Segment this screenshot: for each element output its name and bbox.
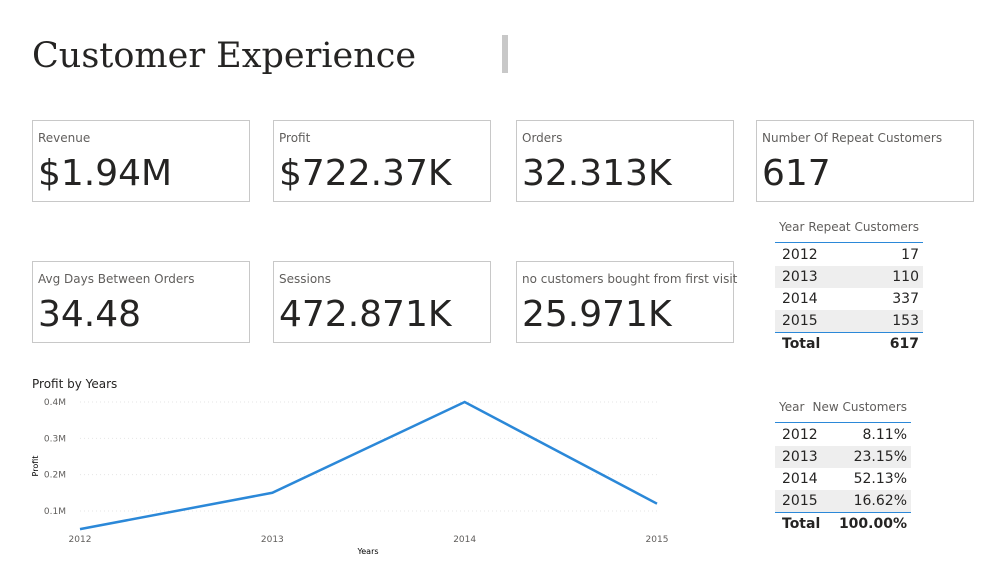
y-tick-label: 0.1M [44,507,66,517]
x-axis-title: Years [356,547,378,556]
kpi-card: Revenue $1.94M [32,120,250,202]
table-cell: 2015 [782,493,818,509]
table-row: 2014 337 [775,288,923,310]
table-cell: 16.62% [853,493,907,509]
table-row: 2013 110 [775,266,923,288]
table-row: 2013 23.15% [775,446,911,468]
table-cell: 2014 [782,291,818,307]
table-row: 2015 153 [775,310,923,332]
y-tick-label: 0.2M [44,471,66,481]
column-header: New Customers [812,400,907,414]
card-label: Orders [522,131,563,145]
page-title: Customer Experience [32,36,417,76]
kpi-card: Orders 32.313K [516,120,734,202]
table-row: 2012 8.11% [775,424,911,446]
table-row: 2014 52.13% [775,468,911,490]
column-header: Year [779,400,805,414]
table-cell: 110 [892,269,919,285]
table-row: 2015 16.62% [775,490,911,512]
table-cell: 52.13% [853,471,907,487]
table-header: Year Repeat Customers [775,216,923,243]
table-cell: 2015 [782,313,818,329]
table-header: Year New Customers [775,396,911,423]
y-axis-title: Profit [31,456,40,477]
card-value: 472.871K [279,294,452,335]
kpi-card: Profit $722.37K [273,120,491,202]
table-cell: 2013 [782,269,818,285]
table-cell: 2012 [782,247,818,263]
card-label: Avg Days Between Orders [38,272,195,286]
card-label: no customers bought from first visit [522,272,738,286]
table-cell: 2012 [782,427,818,443]
chart-title: Profit by Years [32,377,118,391]
divider [502,35,508,73]
table-cell: 17 [901,247,919,263]
x-tick-label: 2014 [453,535,476,545]
y-tick-label: 0.4M [44,398,66,408]
y-tick-label: 0.3M [44,434,66,444]
kpi-card: Number Of Repeat Customers 617 [756,120,974,202]
table-cell: 337 [892,291,919,307]
table-total: Total 100.00% [775,512,911,535]
card-label: Profit [279,131,311,145]
table-cell: 8.11% [862,427,907,443]
total-cell: Total [782,516,821,532]
card-value: 32.313K [522,153,672,194]
card-label: Revenue [38,131,91,145]
table-cell: 23.15% [853,449,907,465]
total-cell: Total [782,336,821,352]
table-row: 2012 17 [775,244,923,266]
table-cell: 153 [892,313,919,329]
kpi-card: Sessions 472.871K [273,261,491,343]
x-tick-label: 2012 [69,535,92,545]
column-header: Repeat Customers [808,220,919,234]
card-value: $722.37K [279,153,452,194]
card-label: Number Of Repeat Customers [762,131,943,145]
table-cell: 2013 [782,449,818,465]
x-tick-label: 2013 [261,535,284,545]
card-value: 25.971K [522,294,672,335]
total-cell: 617 [889,336,919,352]
card-value: $1.94M [38,153,173,194]
line-series [79,400,658,531]
table-total: Total 617 [775,332,923,355]
kpi-card: no customers bought from first visit 25.9… [516,261,738,343]
column-header: Year [779,220,805,234]
card-value: 617 [762,153,831,194]
kpi-card: Avg Days Between Orders 34.48 [32,261,250,343]
table-cell: 2014 [782,471,818,487]
x-tick-label: 2015 [646,535,669,545]
total-cell: 100.00% [838,516,907,532]
card-value: 34.48 [38,294,142,335]
card-label: Sessions [279,272,332,286]
